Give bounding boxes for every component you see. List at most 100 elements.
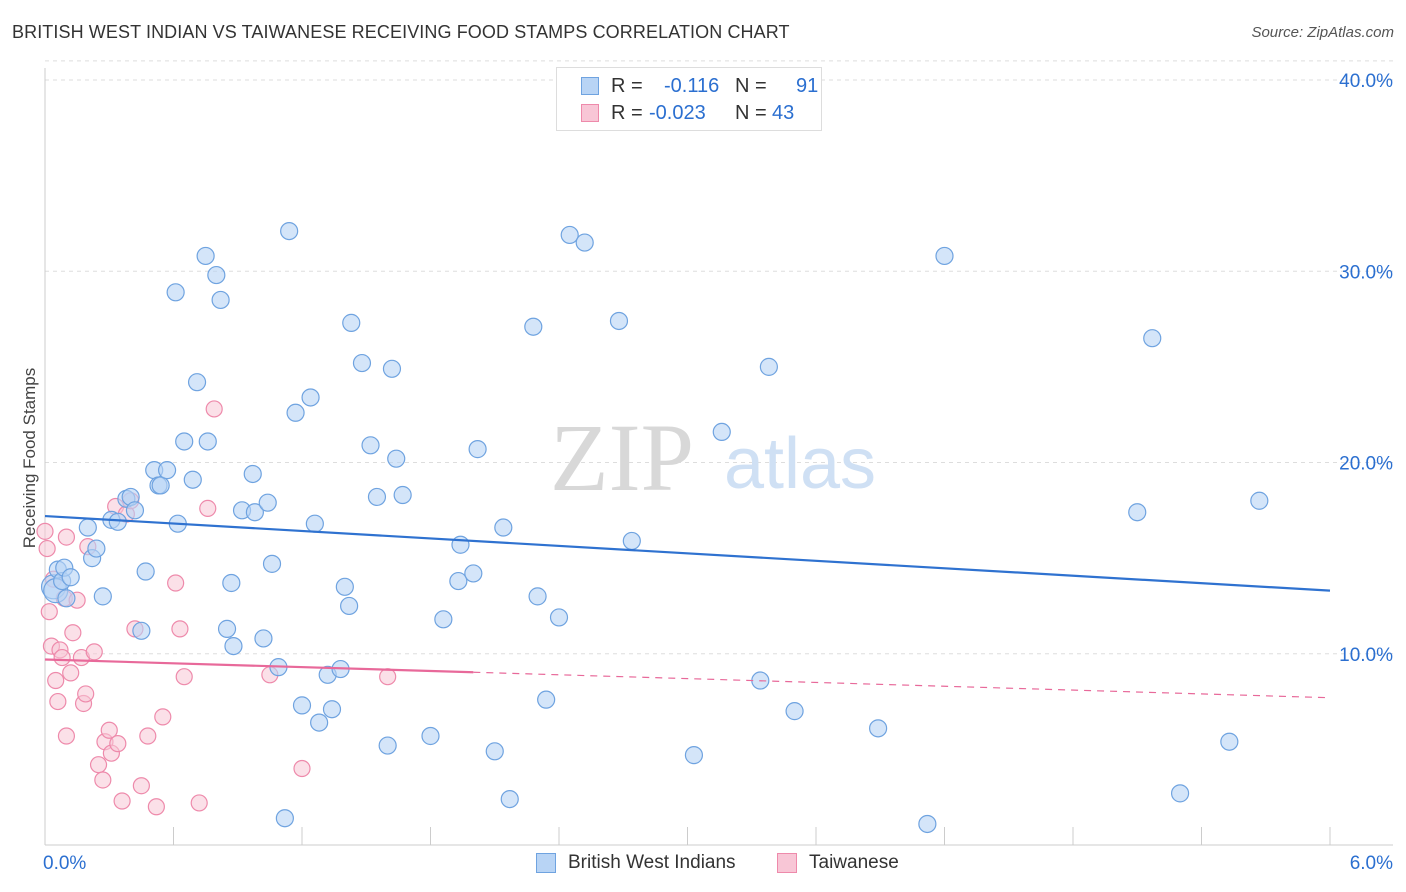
british-west-indian-point [301,388,320,407]
british-west-indian-point [175,432,194,451]
british-west-indian-point [785,702,804,721]
taiwanese-point [57,528,76,546]
british-west-indian-point [286,403,305,422]
legend-swatch-pink [581,104,599,122]
british-west-indian-point [869,719,888,738]
british-west-indian-point [1220,732,1239,751]
taiwanese-point [190,794,208,812]
british-west-indian-point [387,449,406,468]
british-west-indian-point [57,589,76,608]
british-west-indian-point [609,311,629,331]
series-legend-taiwanese: Taiwanese [777,852,917,876]
british-west-indian-point [93,587,112,606]
y-tick-label: 20.0% [1339,454,1393,475]
british-west-indian-point [1143,329,1162,348]
british-west-indian-point [393,485,412,505]
british-west-indian-point [108,512,127,531]
british-west-indian-point [549,608,569,627]
axes [44,68,1393,846]
legend-n-label: N = [735,102,767,124]
british-west-indian-point [421,726,440,746]
taiwanese-point [36,522,54,540]
british-west-indian-point [918,814,937,834]
taiwanese-point [40,603,58,621]
y-tick-label: 40.0% [1339,71,1393,92]
taiwanese-point [154,708,172,726]
watermark-atlas: atlas [724,424,876,504]
british-west-indian-point [262,554,282,573]
series-name: British West Indians [568,852,736,873]
taiwanese-point [139,727,157,745]
chart-title: BRITISH WEST INDIAN VS TAIWANESE RECEIVI… [12,22,790,42]
legend-r-value: -0.116 [664,75,720,97]
british-west-indian-point [712,422,731,441]
british-west-indian-point [352,353,372,373]
british-west-indian-point [310,713,329,732]
series-swatch-pink [777,853,797,873]
taiwanese-point [57,727,76,745]
british-west-indian-point [382,359,402,378]
british-west-indian-point [1128,503,1147,522]
taiwanese-point [38,539,56,558]
british-west-indian-point [335,577,354,596]
british-west-indian-point [1170,784,1190,803]
british-west-indian-point [560,225,579,245]
british-west-indian-point [187,373,207,392]
british-west-indian-trend-line [44,514,1331,592]
british-west-indian-point [132,621,151,640]
british-west-indian-point [684,746,704,765]
watermark: ZIP atlas [550,404,876,511]
taiwanese-trend-line-extension [473,671,1331,699]
series-legend-british-west-indians: British West Indians [536,852,756,876]
british-west-indian-point [254,629,273,648]
taiwanese-point [171,620,189,638]
series-name: Taiwanese [809,852,899,873]
british-west-indian-point [322,700,342,719]
british-west-indian-point [537,690,556,709]
british-west-indian-point [245,503,264,522]
british-west-indian-point [211,290,230,310]
taiwanese-point [62,664,80,682]
british-west-indian-point [292,696,312,715]
british-west-indian-point [61,568,80,587]
british-west-indian-point [434,610,453,629]
british-west-indian-point [166,283,185,302]
british-west-indian-points [40,221,1269,834]
taiwanese-points [36,400,397,816]
british-west-indian-point [222,573,241,593]
british-west-indian-point [275,809,294,828]
legend-n-value: 43 [772,102,795,124]
british-west-indian-point [575,233,594,252]
british-west-indian-point [528,587,547,606]
british-west-indian-point [367,487,387,507]
british-west-indian-point [280,221,299,241]
british-west-indian-point [1250,491,1269,510]
correlation-legend: R = -0.116 N = 91 R = -0.023 N = 43 [556,67,822,131]
legend-r-label: R = [611,102,643,124]
british-west-indian-point [125,501,145,520]
british-west-indian-point [485,742,504,761]
british-west-indian-point [243,464,262,484]
legend-swatch-blue [581,77,599,95]
gridlines [45,60,1393,655]
x-tick-label: 0.0% [43,853,86,874]
british-west-indian-point [340,596,359,616]
british-west-indian-point [342,313,361,332]
y-tick-label: 10.0% [1339,645,1393,666]
taiwanese-point [85,643,103,661]
taiwanese-point [167,574,185,592]
source-credit: Source: ZipAtlas.com [1251,24,1394,41]
taiwanese-point [379,668,397,686]
taiwanese-point [109,735,127,753]
taiwanese-point [94,771,112,789]
british-west-indian-point [305,514,324,533]
series-swatch-blue [536,853,556,873]
taiwanese-point [100,721,118,739]
british-west-indian-point [494,518,513,537]
british-west-indian-point [935,246,954,266]
taiwanese-point [64,624,82,642]
british-west-indian-point [378,736,397,755]
y-tick-label: 30.0% [1339,262,1393,283]
british-west-indian-point [151,476,170,495]
